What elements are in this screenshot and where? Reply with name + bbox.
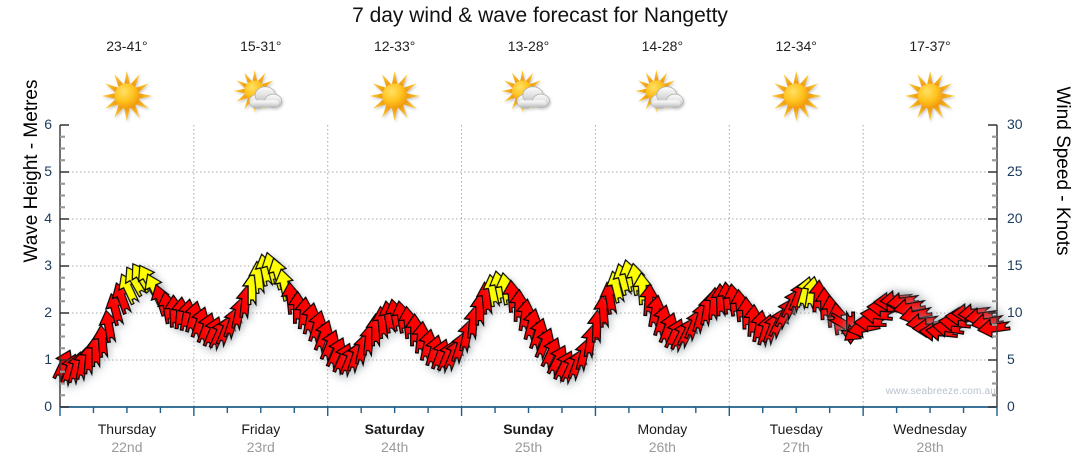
wind-arrow-series — [52, 251, 1012, 388]
sunny-icon — [863, 57, 997, 109]
sunny-icon — [729, 57, 863, 109]
sunny-icon — [369, 70, 420, 122]
day-header-saturday: 12-33° — [328, 38, 462, 109]
sunny-icon — [328, 57, 462, 109]
day-date: 23rd — [246, 439, 275, 455]
sunny-icon — [101, 70, 153, 122]
day-name: Friday — [241, 421, 281, 437]
left-tick-1: 1 — [44, 351, 52, 367]
partly-cloudy-icon — [462, 57, 596, 109]
right-tick-5: 5 — [1007, 351, 1015, 367]
temperature-range: 12-34° — [775, 38, 817, 54]
left-tick-2: 2 — [44, 304, 52, 320]
partly-cloudy-icon — [595, 57, 729, 109]
left-tick-4: 4 — [44, 210, 52, 226]
day-date: 24th — [381, 439, 409, 455]
left-tick-0: 0 — [44, 398, 52, 414]
temperature-range: 13-28° — [507, 38, 550, 54]
day-name: Monday — [637, 421, 688, 437]
day-header-monday: 14-28° — [595, 38, 729, 109]
day-footer-monday: Monday 26th — [595, 420, 729, 456]
day-footer-sunday: Sunday 25th — [462, 420, 596, 456]
right-tick-20: 20 — [1007, 210, 1023, 226]
day-name: Wednesday — [893, 421, 967, 437]
temperature-range: 12-33° — [373, 38, 416, 54]
day-date: 28th — [916, 439, 944, 455]
day-header-tuesday: 12-34° — [729, 38, 863, 109]
right-tick-25: 25 — [1007, 163, 1023, 179]
day-date: 22nd — [111, 439, 143, 455]
day-footer-saturday: Saturday 24th — [328, 420, 462, 456]
day-header-thursday: 23-41° — [60, 38, 194, 109]
gridlines — [60, 125, 997, 407]
day-name: Saturday — [364, 421, 425, 437]
partly-cloudy-icon — [501, 69, 550, 113]
seabreeze-watermark: www.seabreeze.com.au — [885, 386, 996, 397]
partly-cloudy-icon — [233, 69, 283, 113]
right-tick-10: 10 — [1007, 304, 1023, 320]
temperature-range: 17-37° — [909, 38, 951, 54]
axis-lines — [59, 124, 998, 416]
day-footer-thursday: Thursday 22nd — [60, 420, 194, 456]
day-date: 25th — [514, 439, 543, 455]
left-tick-6: 6 — [44, 116, 52, 132]
temperature-range: 14-28° — [641, 38, 684, 54]
day-footer-tuesday: Tuesday 27th — [729, 420, 863, 456]
left-tick-5: 5 — [44, 163, 52, 179]
day-header-sunday: 13-28° — [462, 38, 596, 109]
day-footer-friday: Friday 23rd — [194, 420, 328, 456]
day-name: Thursday — [97, 421, 157, 437]
sunny-icon — [60, 57, 194, 109]
right-tick-0: 0 — [1007, 398, 1015, 414]
day-header-wednesday: 17-37° — [863, 38, 997, 109]
day-date: 27th — [782, 439, 810, 455]
right-tick-30: 30 — [1007, 116, 1023, 132]
temperature-range: 15-31° — [240, 38, 282, 54]
day-header-friday: 15-31° — [194, 38, 328, 109]
day-name: Tuesday — [769, 421, 823, 437]
partly-cloudy-icon — [194, 57, 328, 109]
right-tick-15: 15 — [1007, 257, 1023, 273]
page-title: 7 day wind & wave forecast for Nangetty — [352, 4, 728, 27]
partly-cloudy-icon — [635, 69, 684, 113]
day-date: 26th — [648, 439, 676, 455]
sunny-icon — [770, 70, 822, 122]
left-tick-3: 3 — [44, 257, 52, 273]
sunny-icon — [904, 70, 956, 122]
temperature-range: 23-41° — [106, 38, 148, 54]
day-footer-wednesday: Wednesday 28th — [863, 420, 997, 456]
day-name: Sunday — [503, 421, 554, 437]
